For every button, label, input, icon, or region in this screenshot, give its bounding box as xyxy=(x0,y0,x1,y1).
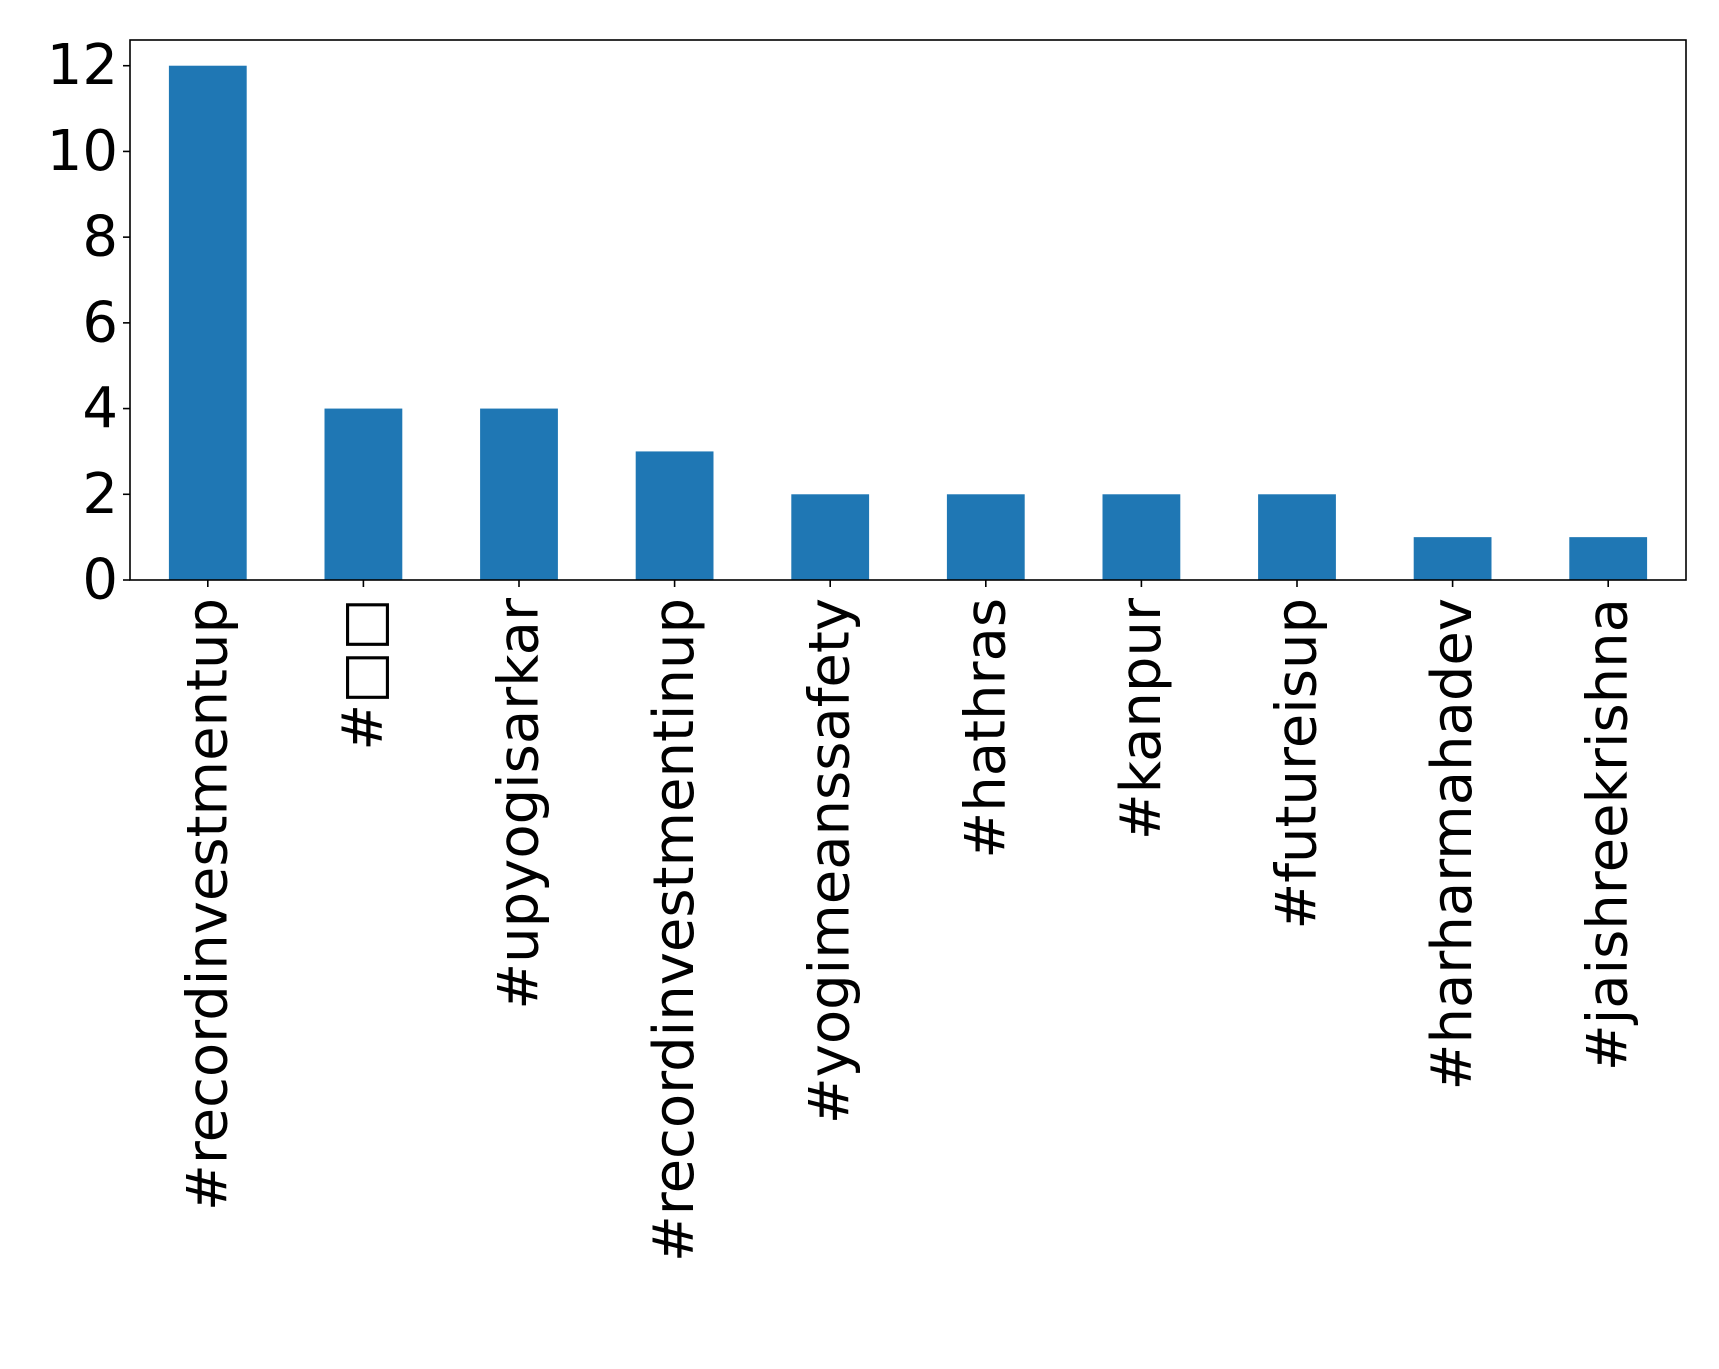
bar-7 xyxy=(1258,494,1336,580)
x-tick-label-1: #□□ xyxy=(331,598,396,751)
y-tick-label-6: 12 xyxy=(47,33,118,98)
x-axis: #recordinvestmentup #□□ #upyogisarkar #reco… xyxy=(175,580,1641,1262)
bars-layer xyxy=(168,65,1648,580)
x-tick-label-3: #recordinvestmentinup xyxy=(642,598,707,1262)
bar-3 xyxy=(635,451,714,580)
bar-1 xyxy=(324,408,403,580)
y-tick-label-0: 0 xyxy=(82,548,118,613)
bar-0 xyxy=(168,65,247,580)
y-tick-label-4: 8 xyxy=(82,205,118,270)
bar-4 xyxy=(791,494,870,580)
y-tick-label-3: 6 xyxy=(82,290,118,355)
x-tick-label-4: #yogimeanssafety xyxy=(798,598,863,1124)
x-tick-label-2: #upyogisarkar xyxy=(487,597,552,1010)
x-tick-label-0: #recordinvestmentup xyxy=(175,598,240,1211)
x-tick-label-7: #futureisup xyxy=(1265,598,1330,930)
bar-2 xyxy=(480,408,558,580)
y-tick-label-1: 2 xyxy=(82,462,118,527)
x-tick-label-9: #jaishreekrishna xyxy=(1576,598,1641,1071)
bar-6 xyxy=(1102,494,1181,580)
bar-5 xyxy=(946,494,1025,580)
y-axis: 0 2 4 6 8 10 12 xyxy=(47,33,130,613)
x-tick-label-6: #kanpur xyxy=(1109,597,1174,840)
bar-8 xyxy=(1413,537,1492,580)
y-tick-label-2: 4 xyxy=(82,376,118,441)
x-tick-label-5: #hathras xyxy=(953,598,1018,859)
x-tick-label-8: #harharmahadev xyxy=(1420,598,1485,1090)
bar-9 xyxy=(1569,537,1648,580)
y-tick-label-5: 10 xyxy=(47,119,118,184)
plot-frame xyxy=(129,39,1687,581)
